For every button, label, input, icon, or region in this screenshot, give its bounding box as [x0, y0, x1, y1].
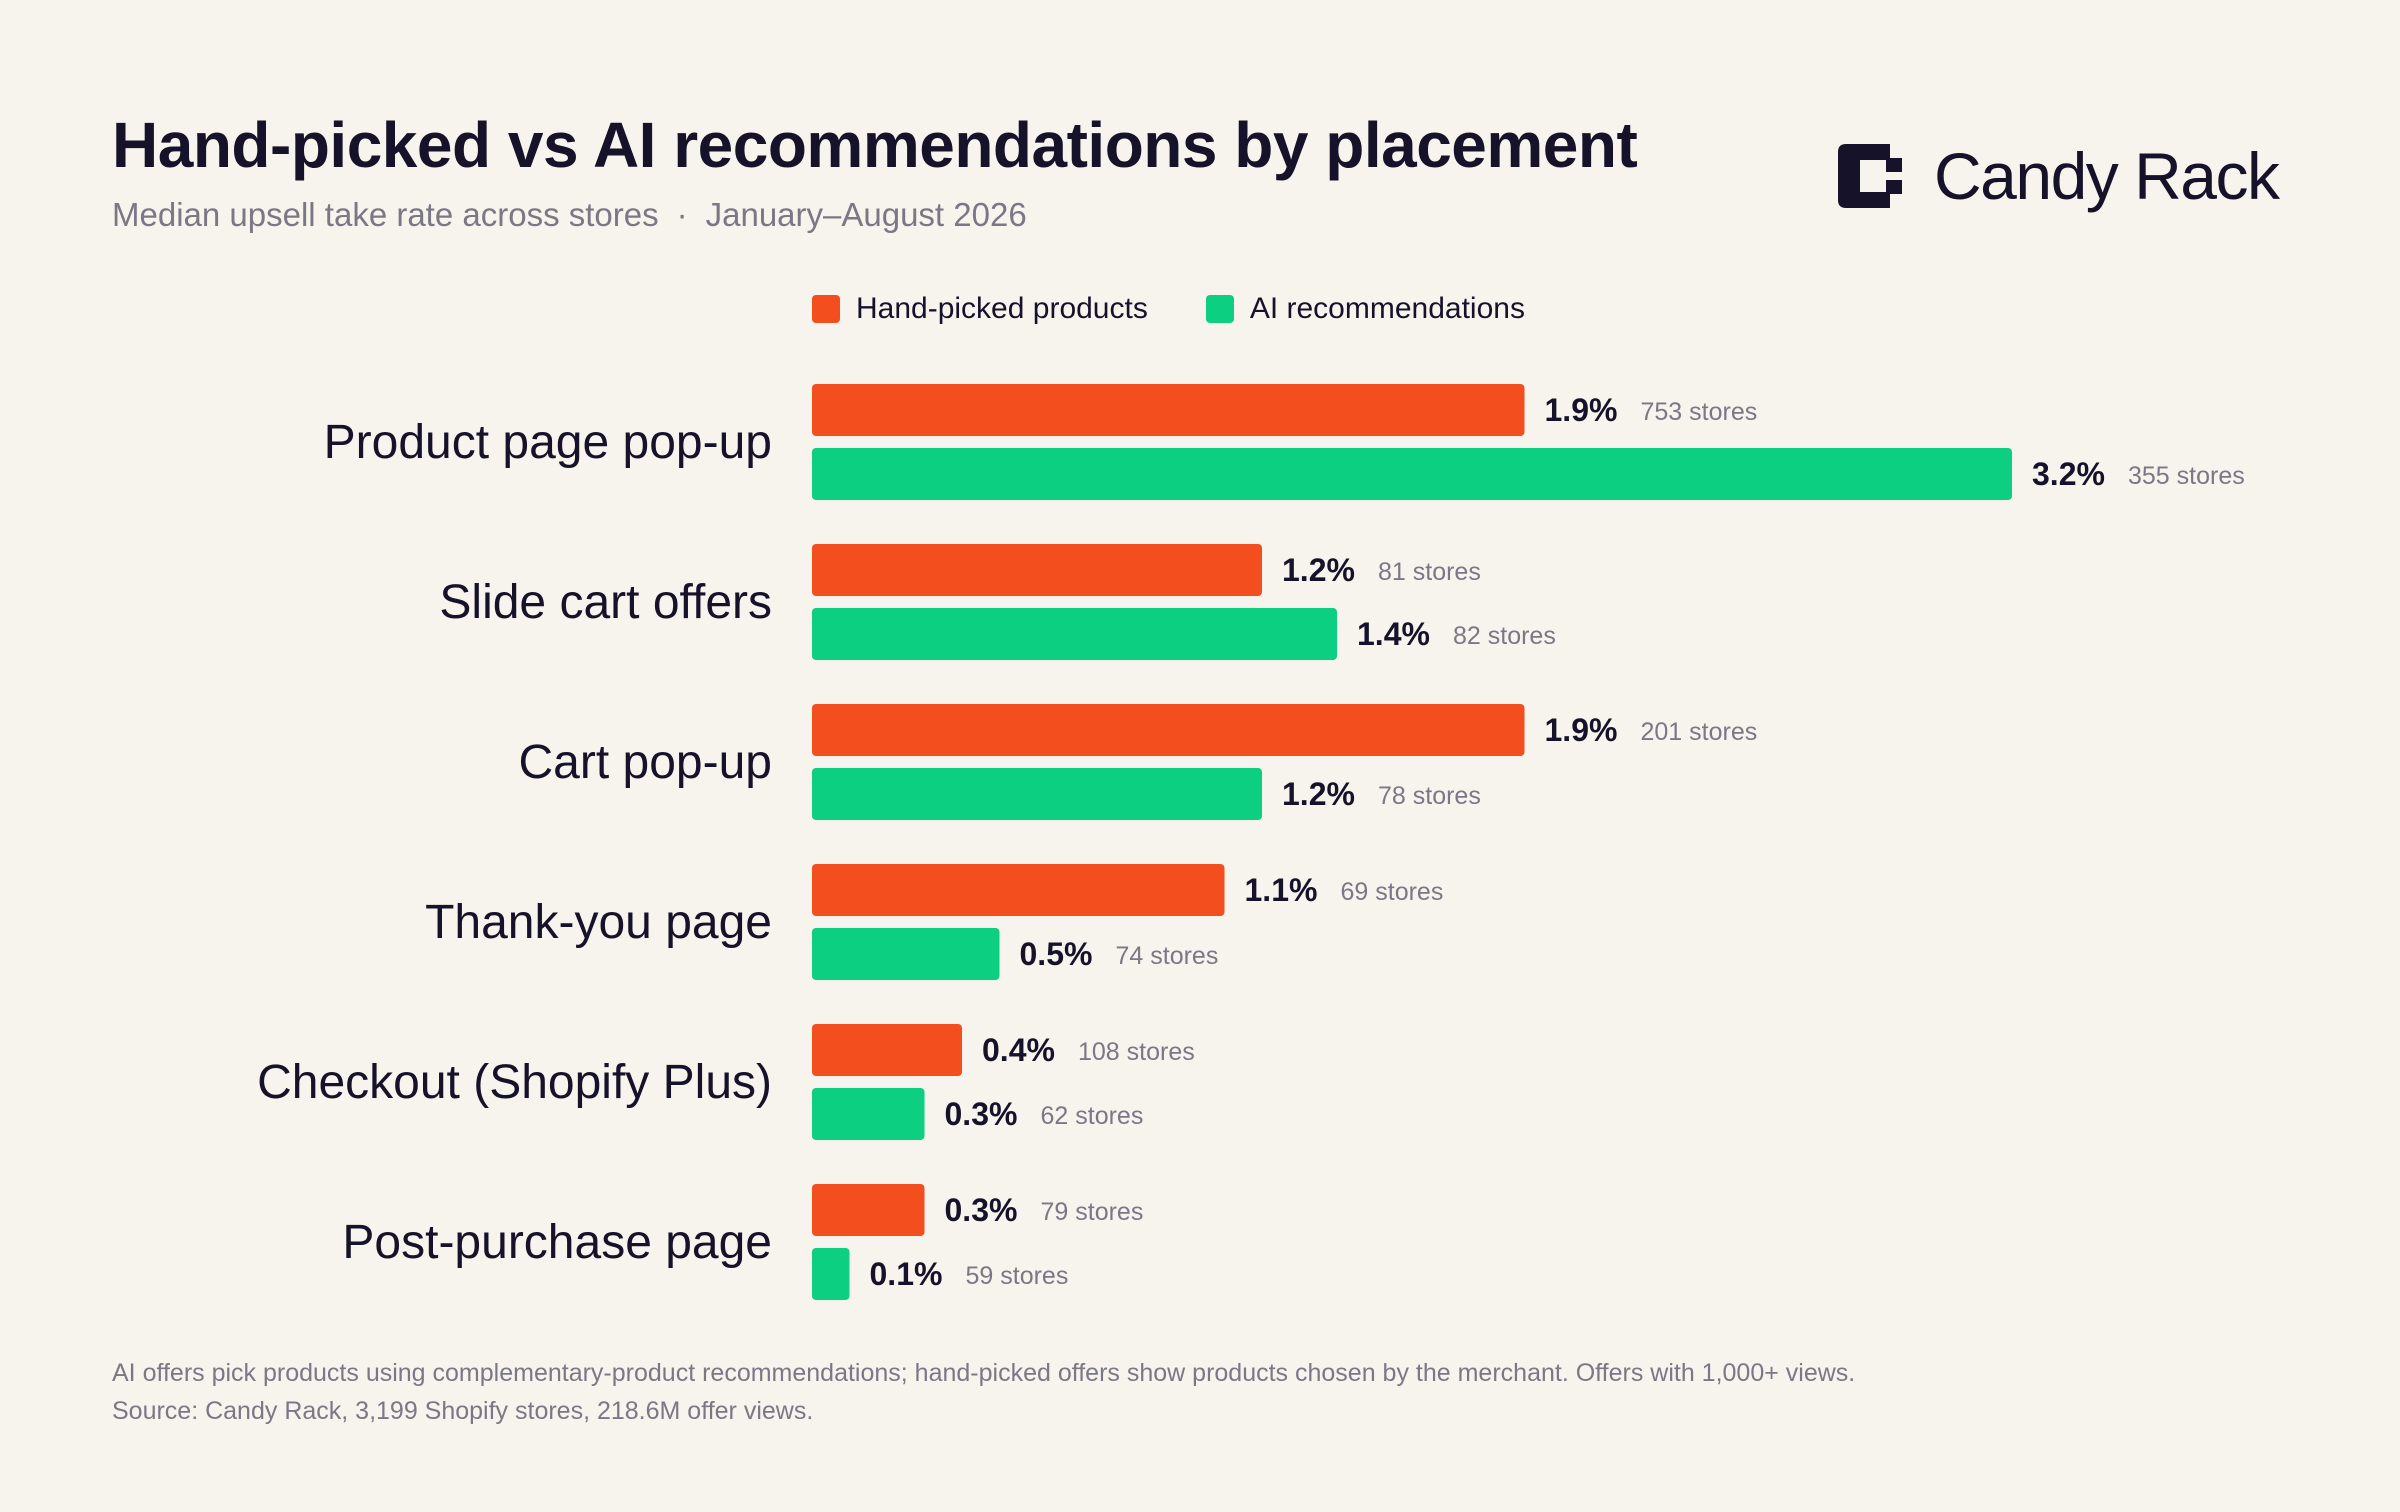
bar-ai-thank-you-page — [812, 928, 1000, 980]
category-label-slide-cart-offers: Slide cart offers — [439, 576, 772, 629]
store-count-ai-cart-pop-up: 78 stores — [1378, 782, 1481, 810]
legend-item-hand-picked: Hand-picked products — [812, 292, 1148, 326]
bar-ai-product-page-pop-up — [812, 448, 2012, 500]
store-count-ai-product-page-pop-up: 355 stores — [2128, 462, 2245, 490]
value-label-hand-picked-post-purchase-page: 0.3% — [945, 1192, 1018, 1228]
chart-legend: Hand-picked products AI recommendations — [812, 292, 1583, 326]
value-label-ai-product-page-pop-up: 3.2% — [2032, 456, 2105, 492]
value-label-ai-thank-you-page: 0.5% — [1020, 936, 1093, 972]
subtitle-period: January–August 2026 — [705, 196, 1027, 233]
value-label-hand-picked-slide-cart-offers: 1.2% — [1282, 552, 1355, 588]
chart-subtitle: Median upsell take rate across stores · Ja… — [112, 196, 1027, 234]
bar-ai-cart-pop-up — [812, 768, 1262, 820]
value-label-ai-slide-cart-offers: 1.4% — [1357, 616, 1430, 652]
bar-ai-post-purchase-page — [812, 1248, 850, 1300]
footnote-method: AI offers pick products using complement… — [112, 1359, 1856, 1387]
value-label-hand-picked-thank-you-page: 1.1% — [1245, 872, 1318, 908]
subtitle-separator: · — [676, 196, 688, 233]
store-count-hand-picked-checkout-shopify-plus: 108 stores — [1078, 1038, 1195, 1066]
value-label-ai-cart-pop-up: 1.2% — [1282, 776, 1355, 812]
store-count-hand-picked-cart-pop-up: 201 stores — [1641, 718, 1758, 746]
category-label-post-purchase-page: Post-purchase page — [342, 1216, 772, 1269]
category-label-cart-pop-up: Cart pop-up — [519, 736, 772, 789]
legend-swatch-hand-picked — [812, 295, 840, 323]
value-label-hand-picked-checkout-shopify-plus: 0.4% — [982, 1032, 1055, 1068]
footnote: AI offers pick products using complement… — [112, 1354, 1855, 1430]
store-count-ai-slide-cart-offers: 82 stores — [1453, 622, 1556, 650]
store-count-hand-picked-post-purchase-page: 79 stores — [1041, 1198, 1144, 1226]
bar-hand-picked-product-page-pop-up — [812, 384, 1525, 436]
bar-hand-picked-thank-you-page — [812, 864, 1225, 916]
category-label-thank-you-page: Thank-you page — [425, 896, 772, 949]
subtitle-metric: Median upsell take rate across stores — [112, 196, 659, 233]
value-label-hand-picked-cart-pop-up: 1.9% — [1545, 712, 1618, 748]
store-count-hand-picked-slide-cart-offers: 81 stores — [1378, 558, 1481, 586]
value-label-ai-post-purchase-page: 0.1% — [870, 1256, 943, 1292]
store-count-ai-post-purchase-page: 59 stores — [966, 1262, 1069, 1290]
store-count-ai-thank-you-page: 74 stores — [1116, 942, 1219, 970]
bar-hand-picked-checkout-shopify-plus — [812, 1024, 962, 1076]
legend-label-hand-picked: Hand-picked products — [856, 292, 1148, 325]
chart-title: Hand-picked vs AI recommendations by pla… — [112, 109, 1638, 181]
bar-hand-picked-slide-cart-offers — [812, 544, 1262, 596]
category-label-checkout-shopify-plus: Checkout (Shopify Plus) — [257, 1056, 772, 1109]
bar-hand-picked-post-purchase-page — [812, 1184, 925, 1236]
legend-swatch-ai — [1205, 295, 1234, 323]
candy-rack-logo-icon — [1838, 144, 1902, 208]
legend-label-ai: AI recommendations — [1249, 292, 1525, 325]
value-label-hand-picked-product-page-pop-up: 1.9% — [1545, 392, 1618, 428]
value-label-ai-checkout-shopify-plus: 0.3% — [945, 1096, 1018, 1132]
legend-item-ai: AI recommendations — [1205, 292, 1525, 326]
bar-ai-slide-cart-offers — [812, 608, 1337, 660]
brand-logo: Candy Rack — [1832, 136, 2280, 216]
store-count-ai-checkout-shopify-plus: 62 stores — [1041, 1102, 1144, 1130]
store-count-hand-picked-thank-you-page: 69 stores — [1341, 878, 1444, 906]
brand-name: Candy Rack — [1934, 139, 2280, 213]
store-count-hand-picked-product-page-pop-up: 753 stores — [1641, 398, 1758, 426]
bar-hand-picked-cart-pop-up — [812, 704, 1525, 756]
bar-ai-checkout-shopify-plus — [812, 1088, 925, 1140]
category-label-product-page-pop-up: Product page pop-up — [324, 416, 772, 469]
footnote-source: Source: Candy Rack, 3,199 Shopify stores… — [112, 1397, 814, 1425]
